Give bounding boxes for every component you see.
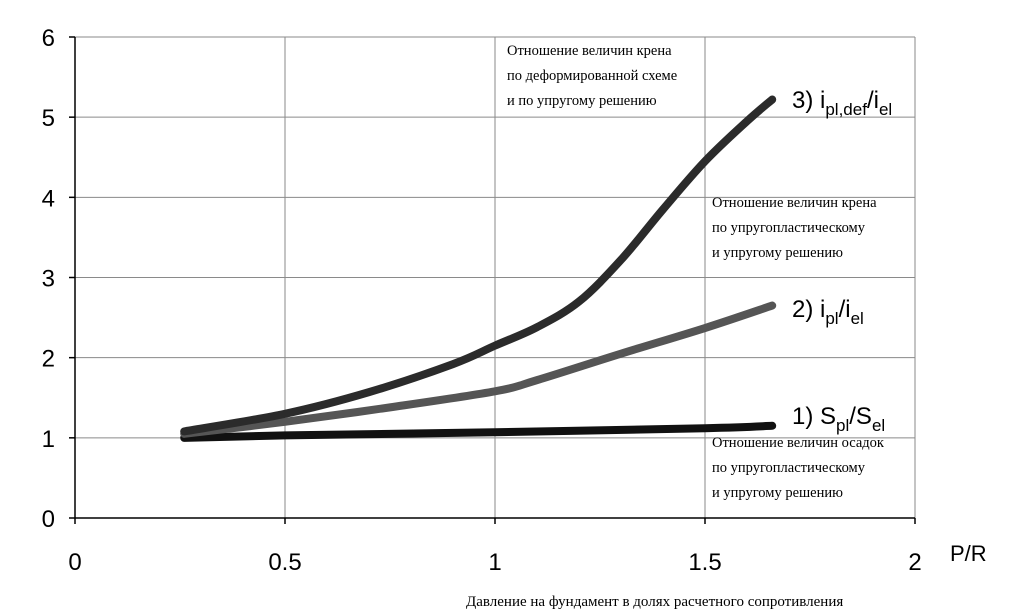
series-2-line bbox=[180, 301, 777, 438]
x-axis-unit: P/R bbox=[950, 541, 987, 566]
series-3-label: 3) ipl,def/iel bbox=[792, 87, 892, 119]
series-2-label: 2) ipl/iel bbox=[792, 296, 864, 328]
y-tick-label: 1 bbox=[42, 426, 55, 453]
y-tick-label: 0 bbox=[42, 506, 55, 533]
y-tick-label: 5 bbox=[42, 105, 55, 132]
y-tick-label: 2 bbox=[42, 346, 55, 373]
annotation-line: по деформированной схеме bbox=[507, 68, 677, 84]
annotation-line: по упругопластическому bbox=[712, 220, 866, 236]
x-tick-label: 2 bbox=[908, 549, 921, 576]
annotation-line: и упругому решению bbox=[712, 485, 843, 501]
annotation-line: Отношение величин крена bbox=[712, 195, 877, 211]
y-tick-label: 3 bbox=[42, 266, 55, 293]
x-axis-title: Давление на фундамент в долях расчетного… bbox=[466, 594, 843, 610]
annotation-line: Отношение величин крена bbox=[507, 43, 672, 59]
x-tick-labels: 0 0.5 1 1.5 2 bbox=[68, 549, 921, 576]
x-tick-label: 0 bbox=[68, 549, 81, 576]
y-tick-labels: 0 1 2 3 4 5 6 bbox=[42, 25, 55, 533]
series-1-line bbox=[180, 421, 777, 442]
annotation-settlement: Отношение величин осадок по упругопласти… bbox=[712, 435, 885, 501]
x-tick-label: 0.5 bbox=[268, 549, 301, 576]
annotation-tilt-deformed: Отношение величин крена по деформированн… bbox=[507, 43, 677, 109]
x-tick-label: 1 bbox=[488, 549, 501, 576]
x-tick-label: 1.5 bbox=[688, 549, 721, 576]
y-tick-label: 4 bbox=[42, 185, 55, 212]
y-tick-label: 6 bbox=[42, 25, 55, 52]
annotation-line: Отношение величин осадок bbox=[712, 435, 885, 451]
annotation-tilt-elastoplastic: Отношение величин крена по упругопластич… bbox=[712, 195, 877, 261]
annotation-line: и по упругому решению bbox=[507, 93, 657, 109]
series-3-line bbox=[180, 95, 777, 436]
annotation-line: и упругому решению bbox=[712, 245, 843, 261]
series-lines bbox=[180, 95, 777, 442]
annotation-line: по упругопластическому bbox=[712, 460, 866, 476]
series-1-label: 1) Spl/Sel bbox=[792, 403, 885, 435]
axes bbox=[69, 36, 916, 524]
